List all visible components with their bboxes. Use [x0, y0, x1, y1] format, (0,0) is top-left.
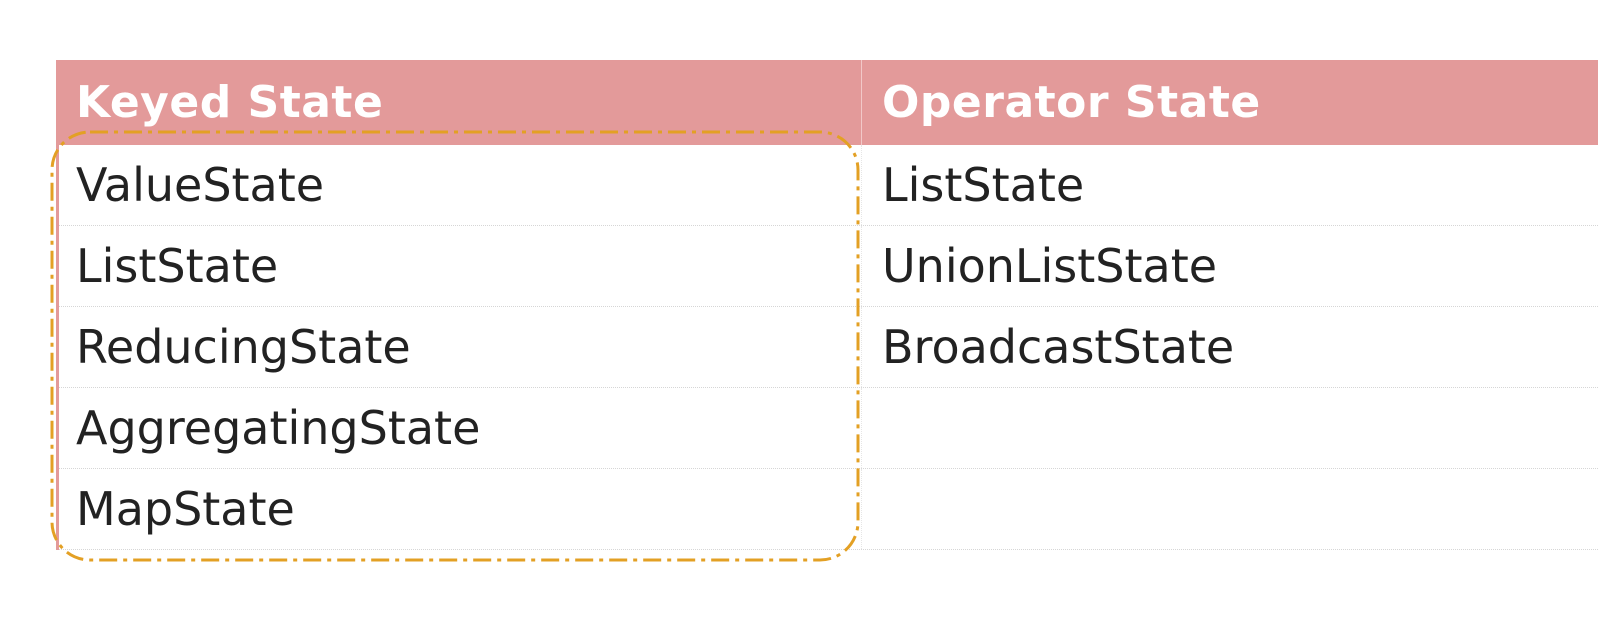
keyed-state-cell: ReducingState	[56, 307, 862, 387]
table-row: AggregatingState	[56, 388, 1598, 469]
operator-state-cell: ListState	[882, 158, 1085, 212]
operator-state-cell: BroadcastState	[882, 320, 1235, 374]
table-row: ListState UnionListState	[56, 226, 1598, 307]
dash-dot-outline	[50, 130, 860, 562]
table-row: ValueState ListState	[56, 145, 1598, 226]
keyed-state-header: Keyed State	[56, 60, 862, 145]
state-comparison-table: Keyed State Operator State ValueState Li…	[56, 60, 1598, 550]
keyed-state-cell: MapState	[56, 469, 862, 549]
table-header-row: Keyed State Operator State	[56, 60, 1598, 145]
table-left-border	[56, 145, 59, 550]
table-row: MapState	[56, 469, 1598, 550]
operator-state-header: Operator State	[882, 77, 1261, 128]
keyed-state-cell: AggregatingState	[56, 388, 862, 468]
keyed-state-cell: ValueState	[56, 145, 862, 225]
operator-state-cell: UnionListState	[882, 239, 1218, 293]
table-row: ReducingState BroadcastState	[56, 307, 1598, 388]
keyed-state-cell: ListState	[56, 226, 862, 306]
